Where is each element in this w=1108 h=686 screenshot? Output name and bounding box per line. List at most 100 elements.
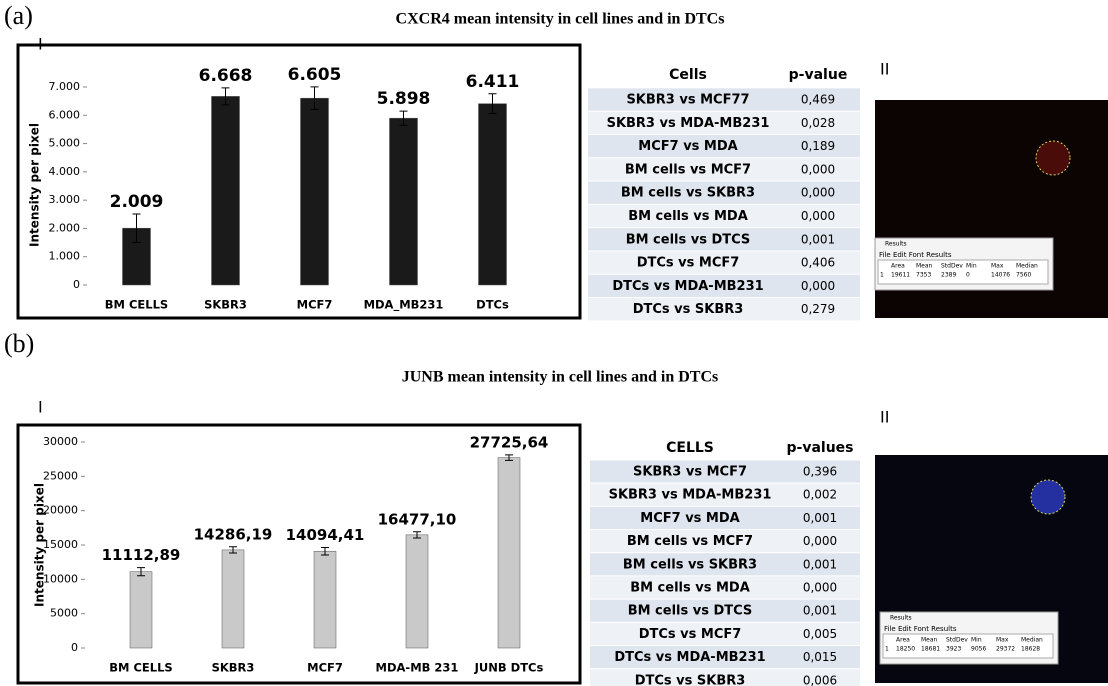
table-cell: 0,002	[803, 488, 837, 502]
figure: CXCR4 mean intensity in cell lines and i…	[0, 0, 1108, 686]
table-cell: SKBR3 vs MCF77	[626, 93, 749, 108]
table-cell: BM cells vs MDA	[628, 209, 748, 224]
results-cell: 7560	[1016, 272, 1031, 279]
table-cell: 0,001	[803, 511, 837, 525]
table-cell: 0,000	[803, 581, 837, 595]
table-cell: 0,189	[801, 139, 835, 153]
y-tick-label: 1.000	[49, 250, 81, 263]
results-cell: 0	[966, 272, 970, 279]
table-cell: DTCs vs MCF7	[637, 256, 740, 271]
panel-sublabel: II	[880, 60, 889, 79]
x-tick-label: BM CELLS	[105, 298, 168, 312]
bar	[301, 98, 329, 285]
panel-sublabel: II	[880, 408, 889, 427]
data-label: 6.411	[466, 72, 520, 92]
data-label: 27725,64	[470, 433, 549, 451]
results-column: Min	[971, 637, 982, 644]
data-label: 14094,41	[286, 526, 365, 544]
panel-sublabel: I	[38, 398, 43, 417]
table-cell: 0,469	[801, 93, 835, 107]
table-cell: 0,000	[801, 162, 835, 176]
y-tick-label: 20000	[43, 504, 78, 517]
results-column: Median	[1021, 637, 1043, 644]
bar	[479, 104, 507, 285]
x-tick-label: SKBR3	[212, 661, 255, 675]
table-cell: BM cells vs SKBR3	[621, 186, 755, 201]
table-cell: 0,005	[803, 627, 837, 641]
y-tick-label: 25000	[43, 469, 78, 482]
data-label: 11112,89	[102, 546, 181, 564]
results-column: Area	[896, 637, 910, 644]
results-column: Mean	[916, 263, 933, 270]
table-cell: BM cells vs MDA	[630, 581, 750, 596]
table-cell: 0,028	[801, 116, 835, 130]
y-tick-label: 5.000	[49, 137, 81, 150]
y-tick-label: 7.000	[49, 80, 81, 93]
results-menu: File Edit Font Results	[879, 251, 952, 259]
results-column: Area	[891, 263, 905, 270]
y-tick-label: 0	[73, 278, 80, 291]
x-tick-label: BM CELLS	[109, 661, 172, 675]
table-cell: BM cells vs MCF7	[625, 162, 751, 177]
results-cell: 7353	[916, 272, 931, 279]
table-cell: 0,000	[803, 534, 837, 548]
panel-sublabel: I	[38, 35, 43, 54]
data-label: 2.009	[110, 192, 164, 212]
y-tick-label: 3.000	[49, 193, 81, 206]
data-label: 14286,19	[194, 525, 273, 543]
results-cell: 9056	[971, 646, 986, 653]
x-tick-label: SKBR3	[204, 298, 247, 312]
results-cell: 18250	[896, 646, 915, 653]
table-cell: 0,000	[801, 209, 835, 223]
table-cell: DTCs vs MDA-MB231	[612, 279, 763, 294]
results-column: Max	[996, 637, 1009, 644]
results-cell: 14076	[991, 272, 1010, 279]
table-cell: BM cells vs MCF7	[627, 534, 753, 549]
cell-marker	[1036, 141, 1070, 175]
results-cell: 1	[880, 272, 884, 279]
y-tick-label: 5000	[50, 607, 78, 620]
table-cell: SKBR3 vs MDA-MB231	[607, 116, 770, 131]
chart-title: CXCR4 mean intensity in cell lines and i…	[396, 11, 725, 28]
table-cell: 0,015	[803, 650, 837, 664]
bar	[212, 96, 240, 285]
y-tick-label: 6.000	[49, 108, 81, 121]
results-cell: 18681	[921, 646, 940, 653]
bar	[222, 550, 244, 648]
table-cell: BM cells vs SKBR3	[623, 557, 757, 572]
table-header: p-value	[789, 67, 848, 83]
table-cell: 0,406	[801, 256, 835, 270]
bar	[130, 572, 152, 648]
y-tick-label: 30000	[43, 435, 78, 448]
results-cell: 2389	[941, 272, 956, 279]
table-cell: DTCs vs SKBR3	[635, 673, 746, 686]
y-tick-label: 4.000	[49, 165, 81, 178]
table-cell: 0,006	[803, 673, 837, 686]
table-cell: SKBR3 vs MCF7	[633, 465, 747, 480]
results-cell: 3923	[946, 646, 961, 653]
data-label: 16477,10	[378, 510, 457, 528]
results-cell: 19611	[891, 272, 910, 279]
results-column: Max	[991, 263, 1004, 270]
bar	[498, 458, 520, 648]
x-tick-label: MDA-MB 231	[376, 661, 459, 675]
chart-title: JUNB mean intensity in cell lines and in…	[402, 369, 718, 386]
results-column: Min	[966, 263, 977, 270]
results-column: Mean	[921, 637, 938, 644]
x-tick-label: JUNB DTCs	[474, 661, 544, 675]
x-tick-label: MCF7	[307, 661, 343, 675]
table-cell: 0,000	[801, 279, 835, 293]
x-tick-label: DTCs	[476, 298, 509, 312]
data-label: 5.898	[377, 89, 431, 109]
table-cell: MCF7 vs MDA	[638, 139, 737, 154]
table-cell: 0,001	[801, 232, 835, 246]
results-cell: 18628	[1021, 646, 1040, 653]
y-tick-label: 0	[71, 641, 78, 654]
table-cell: BM cells vs DTCS	[626, 232, 751, 247]
results-column: StdDev	[941, 263, 963, 270]
table-header: p-values	[787, 440, 854, 456]
panel-label: (b)	[4, 329, 34, 358]
results-title: Results	[885, 241, 907, 248]
y-tick-label: 15000	[43, 538, 78, 551]
table-cell: 0,000	[801, 186, 835, 200]
